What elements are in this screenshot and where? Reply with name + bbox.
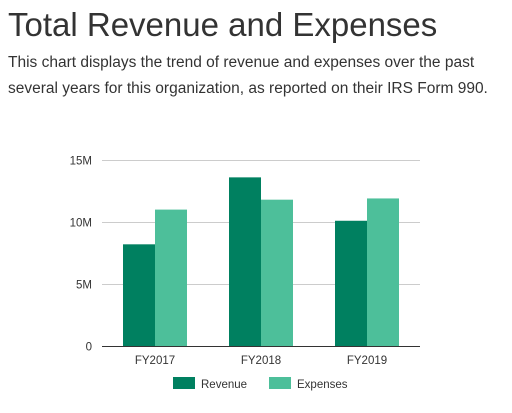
page-description: This chart displays the trend of revenue… <box>8 54 488 97</box>
bar-expenses-fy2017 <box>155 209 187 346</box>
y-tick-label: 15M <box>70 156 92 168</box>
legend-swatch-revenue <box>173 377 195 389</box>
bar-revenue-fy2018 <box>229 177 261 346</box>
y-tick-label: 5M <box>76 280 92 292</box>
page-title: Total Revenue and Expenses <box>8 6 438 43</box>
legend-swatch-expenses <box>269 377 291 389</box>
x-tick-label: FY2018 <box>241 355 281 367</box>
axes: 0 5M 10M 15M FY2017 FY2018 FY2019 <box>70 156 420 367</box>
bar-revenue-fy2019 <box>335 220 367 346</box>
y-tick-label: 0 <box>86 342 92 354</box>
y-tick-label: 10M <box>70 218 92 230</box>
bar-revenue-fy2017 <box>123 244 155 346</box>
bar-expenses-fy2019 <box>367 198 399 346</box>
bars <box>123 177 399 346</box>
x-tick-label: FY2017 <box>135 355 175 367</box>
legend-label-expenses: Expenses <box>297 379 348 391</box>
legend-label-revenue: Revenue <box>201 379 247 391</box>
bar-expenses-fy2018 <box>261 199 293 346</box>
legend: Revenue Expenses <box>173 377 348 391</box>
x-tick-label: FY2019 <box>347 355 387 367</box>
